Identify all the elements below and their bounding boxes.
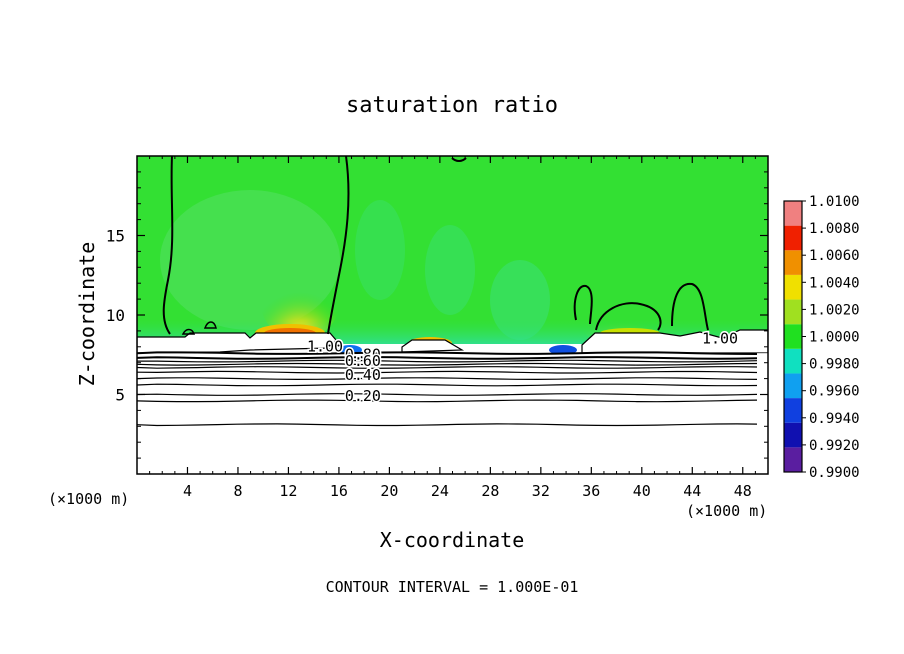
plot-area: 1.00 0.800.600.400.201.00	[137, 156, 768, 474]
colorbar-swatch	[784, 225, 802, 251]
y-tick-label: 10	[106, 306, 125, 325]
x-tick-label: 20	[380, 482, 398, 500]
x-unit-left: (×1000 m)	[48, 490, 129, 508]
x-tick-label: 40	[633, 482, 651, 500]
x-axis-ticks: 4 8 12 16 20 24 28 32 36 40 44 48	[149, 156, 756, 500]
contour-line	[137, 362, 758, 366]
x-unit-right: (×1000 m)	[686, 502, 767, 520]
stratified-region	[137, 353, 768, 474]
contour-line	[137, 351, 758, 355]
contour-label: 0.60	[345, 352, 381, 370]
colorbar-label: 1.0060	[809, 248, 860, 264]
x-tick-label: 24	[431, 482, 449, 500]
cloud-block	[401, 339, 465, 353]
colorbar-swatch	[784, 447, 802, 472]
x-tick-label: 32	[532, 482, 550, 500]
x-tick-label: 48	[734, 482, 752, 500]
x-tick-label: 36	[582, 482, 600, 500]
contour-label: 0.80	[345, 346, 381, 364]
colorbar-label: 0.9980	[809, 357, 860, 373]
contour-interval-note: CONTOUR INTERVAL = 1.000E-01	[326, 578, 579, 596]
colorbar-swatch	[784, 373, 802, 399]
contour-line	[137, 383, 758, 387]
contour-label: 0.40	[345, 366, 381, 384]
x-tick-label: 8	[233, 482, 242, 500]
y-tick-label: 15	[106, 227, 125, 246]
colorbar: 0.9900 0.9920 0.9940 0.9960 0.9980 1.0000 1.00…	[783, 194, 860, 481]
colorbar-label: 0.9940	[809, 411, 860, 427]
contour-label: 1.00	[702, 330, 738, 348]
x-tick-label: 44	[683, 482, 701, 500]
x-axis-label: X-coordinate	[380, 528, 525, 552]
contour-line	[137, 423, 758, 427]
y-axis-label: Z-coordinate	[75, 242, 99, 387]
colorbar-label: 1.0100	[809, 194, 860, 210]
y-tick-label: 5	[115, 386, 125, 405]
colorbar-swatch	[784, 348, 802, 374]
contour-line	[137, 399, 758, 403]
field-shade	[355, 200, 405, 300]
contour-line	[137, 393, 758, 396]
colorbar-swatch	[784, 274, 802, 300]
colorbar-label: 1.0040	[809, 275, 860, 291]
colorbar-swatch	[784, 201, 802, 226]
contour-line	[181, 328, 196, 335]
colorbar-label: 1.0000	[809, 330, 860, 346]
contour-line	[137, 366, 758, 369]
colorbar-label: 0.9960	[809, 384, 860, 400]
contour-label: 0.20	[345, 387, 381, 405]
contour-line	[595, 302, 662, 331]
stratified-contours	[137, 351, 768, 474]
contour-labels: 1.00 0.800.600.400.201.00	[305, 328, 739, 406]
contour-line	[203, 321, 217, 329]
colorbar-label: 0.9900	[809, 465, 860, 481]
contour-line	[137, 359, 758, 363]
colorbar-label: 1.0080	[809, 221, 860, 237]
contour-line	[137, 377, 758, 381]
colorbar-swatch	[784, 299, 802, 325]
contour-label: 1.00	[307, 338, 343, 356]
colorbar-swatch	[784, 422, 802, 448]
contour-line	[137, 370, 758, 374]
colorbar-swatch	[784, 398, 802, 423]
colorbar-label: 1.0020	[809, 302, 860, 318]
x-tick-label: 12	[279, 482, 297, 500]
contour-line	[671, 282, 709, 331]
x-tick-label: 16	[330, 482, 348, 500]
contour-line	[162, 156, 174, 335]
colorbar-swatch	[784, 250, 802, 275]
colorbar-label: 0.9920	[809, 438, 860, 454]
colorbar-swatch	[784, 324, 802, 349]
y-axis-ticks: 5 10 15	[106, 171, 768, 459]
contour-line	[573, 284, 593, 325]
field-shade	[425, 225, 475, 315]
contour-line	[327, 156, 350, 335]
x-tick-label: 4	[183, 482, 192, 500]
contour-line	[137, 356, 758, 360]
x-tick-label: 28	[481, 482, 499, 500]
chart-title: saturation ratio	[346, 93, 558, 118]
